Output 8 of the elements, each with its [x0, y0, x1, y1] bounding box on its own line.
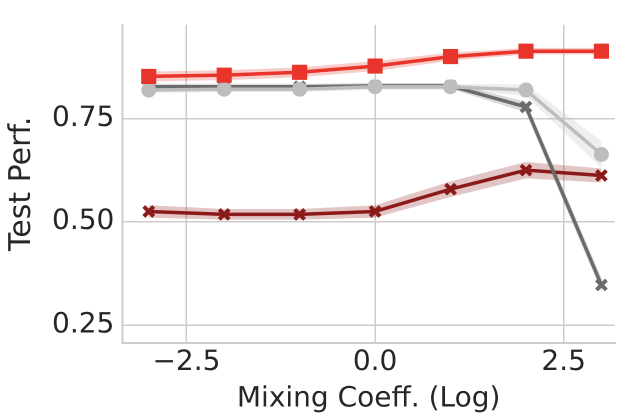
y-tick-label: 0.25 [52, 306, 114, 340]
y-tick-label: 0.50 [52, 203, 114, 236]
x-axis-title: Mixing Coeff. (Log) [236, 380, 500, 414]
x-tick-label: −2.5 [152, 344, 220, 377]
x-tick-label: 0.0 [352, 344, 398, 377]
y-axis-title: Test Perf. [2, 116, 38, 252]
y-tick-label: 0.75 [52, 100, 114, 133]
x-tick-label: 2.5 [541, 344, 586, 377]
